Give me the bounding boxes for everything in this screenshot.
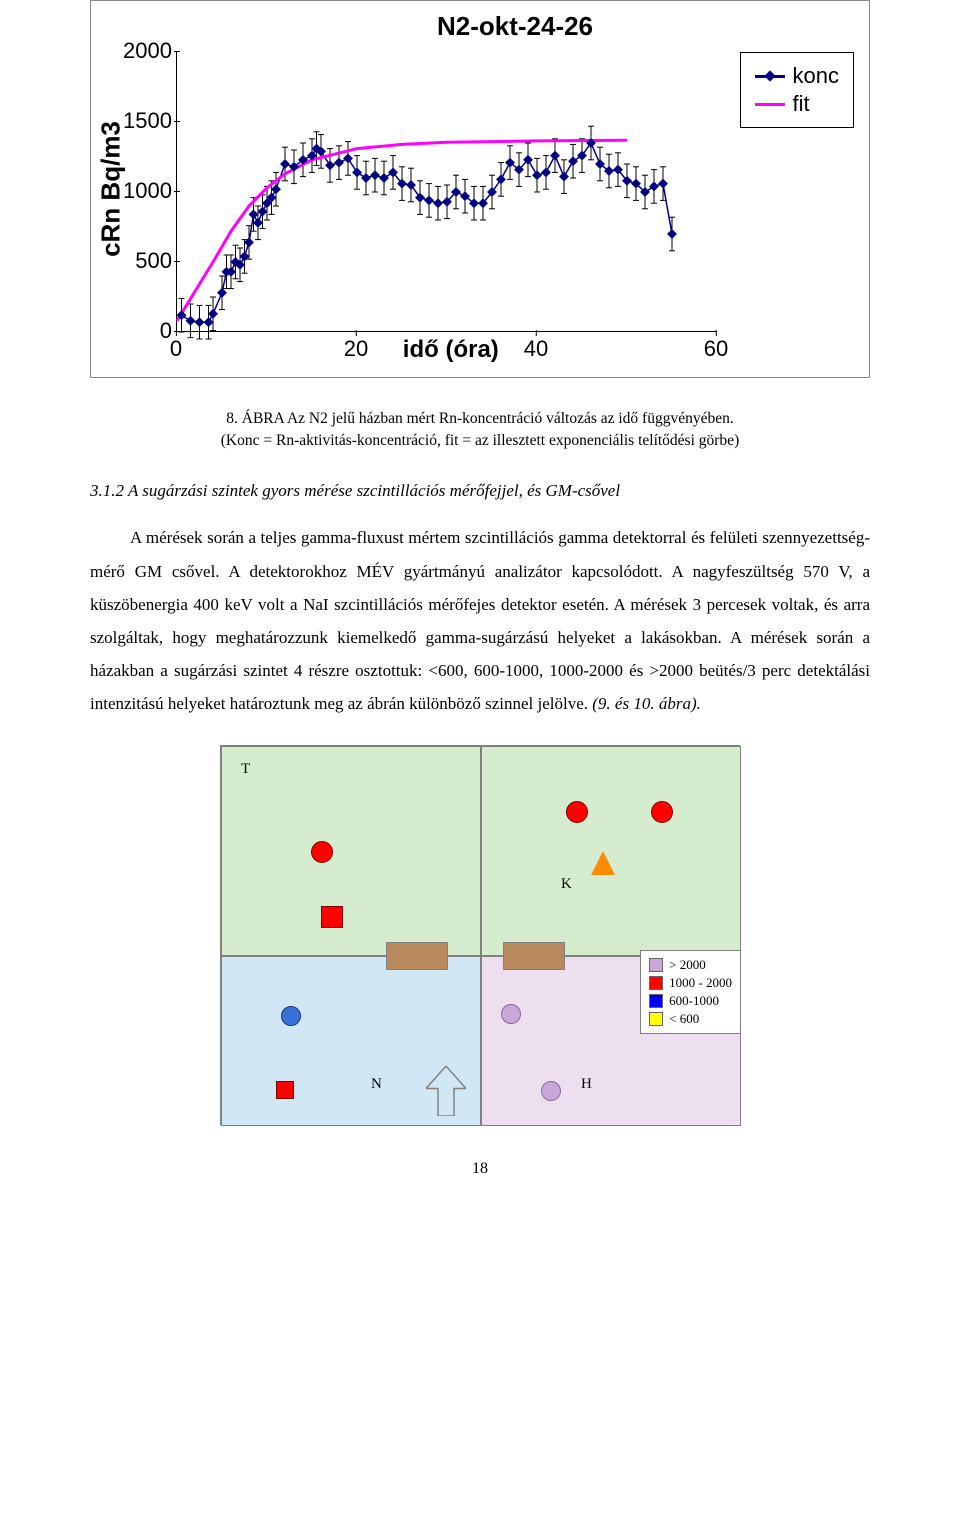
legend-label: 1000 - 2000 [669, 975, 732, 991]
ytick: 1000 [122, 178, 172, 204]
ytick: 2000 [122, 38, 172, 64]
legend-swatch [649, 994, 663, 1008]
chart-legend: konc fit [740, 52, 854, 128]
ytick: 0 [122, 318, 172, 344]
legend-label: 600-1000 [669, 993, 719, 1009]
caption-line-1: 8. ÁBRA Az N2 jelű házban mért Rn-koncen… [226, 410, 733, 427]
page-number: 18 [90, 1160, 870, 1178]
legend-label-konc: konc [793, 63, 839, 89]
body-paragraph: A mérések során a teljes gamma-fluxust m… [90, 521, 870, 720]
door-0 [386, 942, 448, 970]
chart-container: cRn Bq/m3 N2-okt-24-26 0500100015002000 … [90, 0, 870, 378]
legend-swatch [649, 976, 663, 990]
caption-line-2: (Konc = Rn-aktivitás-koncentráció, fit =… [221, 432, 739, 449]
ytick: 1500 [122, 108, 172, 134]
chart-plot-area: 0500100015002000 [176, 52, 716, 332]
diagram-legend-row: > 2000 [649, 957, 732, 973]
floorplan-diagram: > 2000 1000 - 2000 600-1000 < 600 T K N H [220, 745, 740, 1125]
xtick: 20 [344, 336, 368, 362]
entrance-arrow-icon [426, 1066, 466, 1116]
door-1 [503, 942, 565, 970]
room-T [221, 746, 481, 956]
marker-square-1 [321, 906, 343, 928]
diagram-legend: > 2000 1000 - 2000 600-1000 < 600 [640, 950, 741, 1034]
legend-label: < 600 [669, 1011, 699, 1027]
room-label-K: K [561, 876, 572, 893]
marker-triangle-4 [591, 851, 615, 875]
x-axis-label: idő (óra) [403, 336, 499, 364]
diagram-legend-row: < 600 [649, 1011, 732, 1027]
xtick: 40 [524, 336, 548, 362]
xtick: 60 [704, 336, 728, 362]
figure-caption: 8. ÁBRA Az N2 jelű házban mért Rn-koncen… [110, 408, 850, 451]
chart-title: N2-okt-24-26 [176, 11, 854, 42]
legend-swatch [649, 958, 663, 972]
legend-label-fit: fit [793, 91, 810, 117]
x-axis: idő (óra) 0204060 [176, 332, 716, 362]
marker-square-6 [276, 1081, 294, 1099]
italic-figure-ref: (9. és 10. ábra). [592, 694, 701, 713]
diagram-legend-row: 1000 - 2000 [649, 975, 732, 991]
section-heading: 3.1.2 A sugárzási szintek gyors mérése s… [90, 481, 870, 501]
room-label-N: N [371, 1076, 382, 1093]
legend-label: > 2000 [669, 957, 706, 973]
legend-row-konc: konc [755, 63, 839, 89]
room-label-T: T [241, 761, 250, 778]
xtick: 0 [170, 336, 182, 362]
room-label-H: H [581, 1076, 592, 1093]
legend-row-fit: fit [755, 91, 839, 117]
legend-swatch [649, 1012, 663, 1026]
diagram-legend-row: 600-1000 [649, 993, 732, 1009]
ytick: 500 [122, 248, 172, 274]
